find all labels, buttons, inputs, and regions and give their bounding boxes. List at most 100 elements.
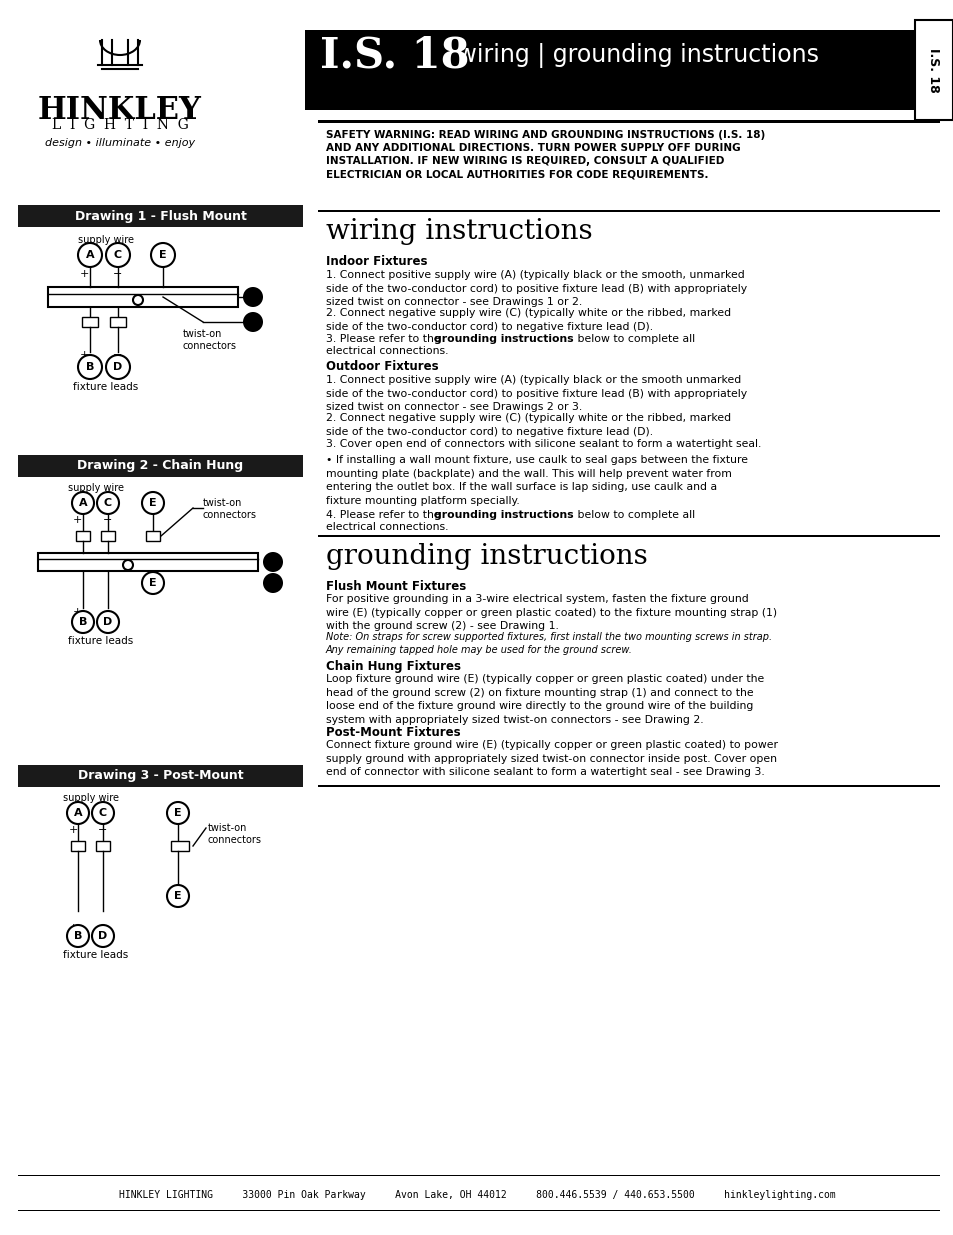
Text: E: E [174,808,182,818]
Text: −: − [113,269,123,279]
Bar [96,841,110,851]
Circle shape [67,925,89,947]
Text: C: C [104,498,112,508]
Bar [38,553,257,571]
Text: 4. Please refer to the: 4. Please refer to the [326,510,444,520]
Text: D: D [103,618,112,627]
Text: 3. Cover open end of connectors with silicone sealant to form a watertight seal.: 3. Cover open end of connectors with sil… [326,438,760,450]
Text: twist-on
connectors: twist-on connectors [203,498,256,520]
Text: below to complete all: below to complete all [574,510,695,520]
Bar [171,841,189,851]
Text: I.S. 18: I.S. 18 [926,48,940,93]
Text: D: D [98,931,108,941]
Text: E: E [149,498,156,508]
Text: −: − [103,515,112,525]
Bar [101,531,115,541]
Text: fixture leads: fixture leads [63,950,128,960]
Text: Post-Mount Fixtures: Post-Mount Fixtures [326,726,460,739]
Text: • If installing a wall mount fixture, use caulk to seal gaps between the fixture: • If installing a wall mount fixture, us… [326,454,747,506]
Text: 2: 2 [269,578,276,588]
Text: C: C [99,808,107,818]
Text: −: − [103,606,112,618]
Text: electrical connections.: electrical connections. [326,346,448,356]
Text: −: − [113,350,123,359]
Text: wiring | grounding instructions: wiring | grounding instructions [450,42,818,68]
Bar [48,287,237,308]
Circle shape [71,611,94,634]
Text: Drawing 3 - Post-Mount: Drawing 3 - Post-Mount [77,769,243,783]
Text: B: B [86,362,94,372]
Circle shape [91,802,113,824]
Text: 1. Connect positive supply wire (A) (typically black or the smooth, unmarked
sid: 1. Connect positive supply wire (A) (typ… [326,270,746,308]
Text: 2. Connect negative supply wire (C) (typically white or the ribbed, marked
side : 2. Connect negative supply wire (C) (typ… [326,412,730,437]
Text: below to complete all: below to complete all [574,333,695,345]
Circle shape [142,572,164,594]
Text: D: D [113,362,123,372]
Text: 2: 2 [249,317,256,327]
Circle shape [243,312,263,332]
Text: E: E [159,249,167,261]
Text: C: C [113,249,122,261]
Text: Flush Mount Fixtures: Flush Mount Fixtures [326,580,466,593]
Bar [18,454,303,477]
Circle shape [67,802,89,824]
Text: grounding instructions: grounding instructions [434,510,573,520]
Circle shape [78,243,102,267]
Bar [317,535,939,537]
Text: grounding instructions: grounding instructions [326,543,647,571]
Text: 1: 1 [269,557,276,567]
Text: +: + [72,515,82,525]
Text: 2. Connect negative supply wire (C) (typically white or the ribbed, marked
side : 2. Connect negative supply wire (C) (typ… [326,308,730,332]
Circle shape [263,552,283,572]
Text: A: A [78,498,88,508]
Text: E: E [149,578,156,588]
Text: L  I  G  H  T  I  N  G: L I G H T I N G [51,119,189,132]
Circle shape [106,243,130,267]
Text: −: − [98,825,108,835]
Circle shape [151,243,174,267]
Bar [305,30,914,110]
Text: 3. Please refer to the: 3. Please refer to the [326,333,444,345]
Circle shape [78,354,102,379]
Circle shape [97,611,119,634]
Text: I.S. 18: I.S. 18 [319,35,469,77]
Circle shape [132,295,143,305]
Text: Indoor Fixtures: Indoor Fixtures [326,254,427,268]
Text: Note: On straps for screw supported fixtures, first install the two mounting scr: Note: On straps for screw supported fixt… [326,632,771,656]
Text: +: + [72,606,82,618]
Text: B: B [73,931,82,941]
Text: A: A [73,808,82,818]
Text: electrical connections.: electrical connections. [326,522,448,532]
Circle shape [106,354,130,379]
Text: 1. Connect positive supply wire (A) (typically black or the smooth unmarked
side: 1. Connect positive supply wire (A) (typ… [326,375,746,412]
Text: −: − [98,923,108,932]
Bar [146,531,160,541]
Circle shape [71,492,94,514]
Text: +: + [69,923,77,932]
Circle shape [97,492,119,514]
Bar [18,764,303,787]
Bar [110,317,126,327]
Text: HINKLEY: HINKLEY [38,95,202,126]
Text: twist-on
connectors: twist-on connectors [208,823,262,845]
Circle shape [263,573,283,593]
Text: fixture leads: fixture leads [68,636,133,646]
Text: fixture leads: fixture leads [73,382,138,391]
Text: E: E [174,890,182,902]
Text: supply wire: supply wire [68,483,124,493]
Circle shape [123,559,132,571]
Text: Outdoor Fixtures: Outdoor Fixtures [326,359,438,373]
Text: HINKLEY LIGHTING     33000 Pin Oak Parkway     Avon Lake, OH 44012     800.446.5: HINKLEY LIGHTING 33000 Pin Oak Parkway A… [118,1191,835,1200]
Text: design • illuminate • enjoy: design • illuminate • enjoy [45,138,194,148]
Text: +: + [69,825,77,835]
Circle shape [243,287,263,308]
Circle shape [167,885,189,906]
Bar [914,20,952,120]
Bar [317,785,939,787]
Circle shape [142,492,164,514]
Text: twist-on
connectors: twist-on connectors [183,329,236,351]
Bar [317,210,939,212]
Bar [76,531,90,541]
Text: B: B [79,618,87,627]
Text: supply wire: supply wire [78,235,133,245]
